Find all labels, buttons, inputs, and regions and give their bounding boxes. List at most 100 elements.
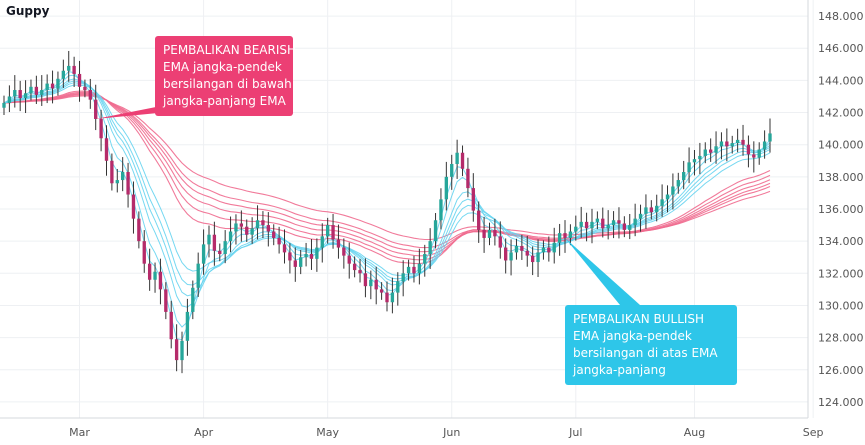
candle-body: [525, 250, 529, 256]
candle-body: [746, 144, 751, 155]
y-tick-label: 132.000: [818, 267, 864, 280]
candle-body: [590, 221, 594, 229]
candle-body: [757, 149, 761, 158]
candle-body: [34, 86, 39, 95]
candle-body: [719, 141, 724, 147]
candle-body: [768, 133, 772, 142]
bullish-callout: PEMBALIKAN BULLISH EMA jangka-pendek ber…: [565, 305, 737, 385]
candle-body: [433, 220, 438, 242]
candle-body: [320, 236, 324, 248]
candle-body: [272, 231, 276, 238]
candle-body: [606, 225, 610, 229]
candle-body: [649, 207, 653, 213]
candle-body: [83, 86, 87, 91]
candle-body: [687, 162, 691, 173]
x-axis-ticks: Mar Apr May Jun Jul Aug Sep: [69, 426, 823, 439]
candle-body: [730, 143, 734, 147]
candle-body: [611, 220, 616, 226]
candle-body: [223, 241, 227, 255]
candle-body: [601, 218, 605, 229]
candle-body: [628, 225, 632, 230]
candle-body: [439, 199, 443, 221]
candle-body: [498, 236, 502, 248]
candle-body: [67, 65, 71, 71]
candle-body: [584, 221, 589, 229]
candle-body: [121, 172, 125, 181]
candles: [2, 50, 772, 374]
candle-body: [396, 281, 400, 293]
candle-body: [56, 78, 60, 89]
candle-body: [547, 247, 551, 253]
candle-body: [158, 271, 163, 290]
candle-body: [336, 239, 341, 248]
short-ema-line: [3, 80, 771, 297]
short-ema-line: [3, 82, 771, 286]
candle-body: [676, 180, 680, 187]
bullish-line-1: PEMBALIKAN BULLISH: [573, 312, 705, 326]
candle-body: [579, 221, 583, 227]
candle-body: [509, 252, 513, 261]
y-tick-label: 130.000: [818, 299, 864, 312]
y-tick-label: 128.000: [818, 332, 864, 345]
candle-body: [77, 73, 82, 87]
bullish-pointer: [565, 237, 640, 305]
candle-body: [352, 263, 357, 271]
candle-body: [266, 225, 270, 232]
candle-body: [401, 273, 405, 282]
candle-body: [741, 139, 745, 145]
candle-body: [228, 231, 233, 242]
candle-body: [423, 254, 427, 264]
candle-body: [406, 266, 411, 274]
candle-body: [88, 90, 92, 100]
candle-body: [660, 199, 664, 206]
candle-body: [363, 273, 368, 287]
bullish-line-3: bersilangan di atas EMA: [573, 346, 718, 360]
candle-body: [725, 141, 729, 147]
candle-body: [325, 225, 330, 237]
candle-body: [563, 233, 567, 238]
candle-body: [703, 149, 707, 156]
candle-body: [2, 102, 6, 108]
candle-body: [153, 271, 157, 280]
ema-ribbons: [3, 70, 771, 341]
candle-body: [682, 172, 686, 181]
bullish-line-4: jangka-panjang: [573, 363, 666, 377]
candle-body: [40, 90, 44, 95]
candle-body: [250, 228, 254, 235]
candle-body: [444, 176, 449, 200]
candle-body: [417, 263, 422, 274]
candle-body: [104, 138, 109, 161]
candle-body: [347, 255, 351, 264]
y-tick-label: 142.000: [818, 107, 864, 120]
y-tick-label: 146.000: [818, 42, 864, 55]
candle-body: [342, 247, 346, 256]
candle-body: [72, 65, 76, 74]
bearish-line-2: EMA jangka-pendek: [163, 60, 282, 74]
candle-body: [13, 90, 17, 97]
y-tick-label: 148.000: [818, 10, 864, 23]
candle-body: [655, 205, 659, 213]
candle-body: [282, 244, 287, 253]
candle-body: [487, 229, 492, 238]
candle-body: [137, 218, 141, 242]
candle-body: [61, 70, 66, 79]
candle-body: [369, 279, 373, 287]
candle-body: [455, 152, 459, 164]
candle-body: [644, 207, 648, 214]
candle-body: [450, 163, 454, 177]
candle-body: [180, 340, 184, 361]
candle-body: [557, 233, 562, 243]
candle-body: [331, 225, 335, 240]
candle-body: [234, 223, 238, 232]
x-tick-label: Apr: [194, 426, 214, 439]
candle-body: [207, 234, 211, 245]
candle-body: [304, 254, 308, 258]
candle-body: [412, 266, 416, 274]
candle-body: [255, 220, 260, 229]
candle-body: [126, 172, 130, 195]
candle-body: [147, 263, 152, 280]
short-ema-line: [3, 84, 771, 276]
x-tick-label: Mar: [69, 426, 90, 439]
candle-body: [638, 213, 643, 219]
